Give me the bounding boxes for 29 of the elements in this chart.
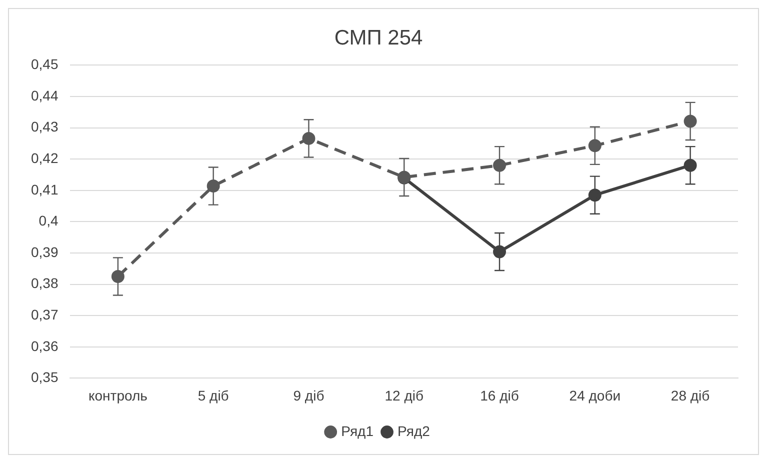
x-tick-label: контроль <box>88 387 148 404</box>
y-tick-label: 0,35 <box>31 369 58 386</box>
x-tick-label: 24 доби <box>569 387 621 404</box>
y-tick-label: 0,43 <box>31 118 58 135</box>
x-tick-label: 12 діб <box>384 387 424 404</box>
x-tick-label: 16 діб <box>480 387 519 404</box>
x-tick-label: 5 діб <box>198 387 229 404</box>
chart-title: СМП 254 <box>334 26 424 50</box>
point <box>493 245 506 258</box>
point <box>588 188 602 202</box>
x-tick-label: 9 діб <box>293 387 324 404</box>
point <box>206 180 220 193</box>
y-tick-label: 0,4 <box>38 212 58 229</box>
legend-label: Ряд1 <box>341 422 374 439</box>
x-tick-label: 28 діб <box>670 387 710 404</box>
y-tick-label: 0,45 <box>31 56 58 72</box>
point <box>493 158 506 172</box>
point <box>588 139 602 152</box>
y-tick-label: 0,37 <box>31 306 58 322</box>
y-tick-label: 0,41 <box>31 181 58 198</box>
y-tick-label: 0,39 <box>31 244 58 260</box>
y-tick-label: 0,38 <box>31 275 58 292</box>
legend-label: Ряд2 <box>398 422 430 439</box>
point <box>684 158 697 172</box>
y-tick-label: 0,42 <box>31 150 58 166</box>
y-tick-label: 0,44 <box>31 87 58 104</box>
point <box>111 270 124 283</box>
point <box>684 114 697 128</box>
y-tick-label: 0,36 <box>31 338 58 354</box>
